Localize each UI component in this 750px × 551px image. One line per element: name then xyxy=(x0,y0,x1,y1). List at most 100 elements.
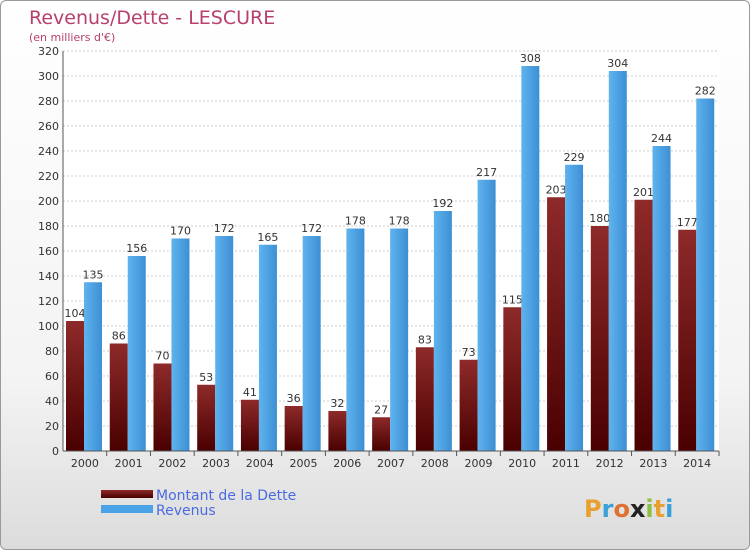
bar-revenus xyxy=(215,236,234,451)
bar-revenus xyxy=(652,146,671,451)
value-label-revenus: 135 xyxy=(83,268,104,281)
x-tick-label: 2000 xyxy=(71,457,99,470)
bar-dette xyxy=(109,343,128,451)
y-tick-label: 120 xyxy=(38,295,59,308)
svg-text:Proxiti: Proxiti xyxy=(584,495,673,523)
y-tick-label: 20 xyxy=(45,420,59,433)
x-tick-label: 2005 xyxy=(290,457,318,470)
y-tick-label: 320 xyxy=(38,45,59,58)
bar-revenus xyxy=(84,282,102,451)
bar-dette xyxy=(66,321,84,451)
value-label-revenus: 217 xyxy=(476,166,497,179)
value-label-dette: 32 xyxy=(330,397,344,410)
bar-revenus xyxy=(127,256,146,451)
value-label-revenus: 308 xyxy=(520,52,541,65)
value-label-dette: 36 xyxy=(287,392,301,405)
x-tick-label: 2006 xyxy=(333,457,361,470)
bar-revenus xyxy=(477,179,496,451)
y-tick-label: 300 xyxy=(38,70,59,83)
y-tick-label: 100 xyxy=(38,320,59,333)
proxiti-logo: Proxiti xyxy=(584,495,673,523)
bar-revenus xyxy=(608,71,627,451)
bar-revenus xyxy=(696,98,715,451)
legend-label-revenus: Revenus xyxy=(156,503,216,519)
value-label-revenus: 178 xyxy=(389,215,410,228)
bar-revenus xyxy=(390,228,409,451)
value-label-revenus: 282 xyxy=(695,85,716,98)
bar-revenus xyxy=(302,236,321,451)
x-tick-label: 2009 xyxy=(464,457,492,470)
value-label-revenus: 244 xyxy=(651,132,672,145)
value-label-dette: 201 xyxy=(633,186,654,199)
value-label-dette: 86 xyxy=(112,330,126,343)
legend-label-dette: Montant de la Dette xyxy=(156,488,296,504)
bar-dette xyxy=(328,411,347,451)
axes: 0 20 40 60 80 100 120 140 160 180 200 220 240 260 280 3… xyxy=(38,45,720,470)
value-label-dette: 41 xyxy=(243,386,257,399)
value-label-dette: 27 xyxy=(374,403,388,416)
value-label-dette: 180 xyxy=(589,212,610,225)
bar-dette xyxy=(240,399,259,451)
chart-title: Revenus/Dette - LESCURE xyxy=(29,7,275,29)
value-label-dette: 83 xyxy=(418,333,432,346)
bar-dette xyxy=(372,417,391,451)
bar-dette xyxy=(590,226,609,451)
value-label-dette: 73 xyxy=(462,346,476,359)
bar-dette xyxy=(197,384,216,451)
x-tick-label: 2014 xyxy=(683,457,711,470)
legend-swatch-revenus xyxy=(101,505,153,513)
bar-revenus xyxy=(565,164,584,451)
x-tick-label: 2003 xyxy=(202,457,230,470)
x-tick-label: 2002 xyxy=(158,457,186,470)
bar-revenus xyxy=(258,244,277,451)
bar-revenus xyxy=(433,211,452,451)
value-label-dette: 115 xyxy=(502,293,523,306)
bars: 104 135 86 156 70 170 53 172 41 165 36 172 32 178 27 17… xyxy=(65,52,716,451)
value-label-revenus: 165 xyxy=(257,231,278,244)
y-tick-label: 160 xyxy=(38,245,59,258)
y-tick-label: 200 xyxy=(38,195,59,208)
legend-swatch-dette xyxy=(101,490,153,498)
y-tick-label: 0 xyxy=(52,445,59,458)
bar-dette xyxy=(153,363,172,451)
y-tick-label: 240 xyxy=(38,145,59,158)
x-tick-label: 2001 xyxy=(115,457,143,470)
x-tick-label: 2010 xyxy=(508,457,536,470)
value-label-revenus: 304 xyxy=(607,57,628,70)
y-tick-label: 40 xyxy=(45,395,59,408)
x-tick-label: 2007 xyxy=(377,457,405,470)
value-label-revenus: 178 xyxy=(345,215,366,228)
bar-dette xyxy=(503,307,522,451)
value-label-dette: 177 xyxy=(677,216,698,229)
bar-dette xyxy=(459,359,478,451)
chart-subtitle: (en milliers d'€) xyxy=(29,31,115,44)
value-label-dette: 104 xyxy=(65,307,86,320)
bar-dette xyxy=(284,406,303,451)
value-label-dette: 70 xyxy=(155,350,169,363)
value-label-revenus: 229 xyxy=(564,151,585,164)
y-tick-label: 180 xyxy=(38,220,59,233)
legend: Montant de la Dette Revenus xyxy=(101,488,296,519)
x-tick-label: 2011 xyxy=(552,457,580,470)
bar-dette xyxy=(678,229,697,451)
value-label-revenus: 172 xyxy=(214,222,235,235)
bar-revenus xyxy=(346,228,365,451)
y-tick-label: 60 xyxy=(45,370,59,383)
value-label-dette: 53 xyxy=(199,371,213,384)
y-tick-label: 220 xyxy=(38,170,59,183)
value-label-revenus: 192 xyxy=(432,197,453,210)
value-label-revenus: 170 xyxy=(170,225,191,238)
bar-dette xyxy=(415,347,434,451)
value-label-revenus: 156 xyxy=(126,242,147,255)
x-tick-label: 2012 xyxy=(596,457,624,470)
x-tick-label: 2013 xyxy=(639,457,667,470)
y-tick-label: 280 xyxy=(38,95,59,108)
value-label-dette: 203 xyxy=(546,183,567,196)
bar-dette xyxy=(634,199,653,451)
x-tick-label: 2008 xyxy=(421,457,449,470)
bar-revenus xyxy=(171,238,190,451)
x-tick-label: 2004 xyxy=(246,457,274,470)
y-tick-label: 260 xyxy=(38,120,59,133)
